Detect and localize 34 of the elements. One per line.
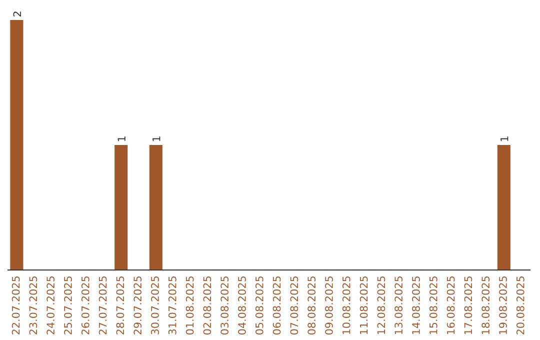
data-label: 2	[13, 12, 21, 16]
x-tick-label: 01.08.2025	[186, 276, 194, 335]
x-tick-label: 09.08.2025	[325, 276, 333, 335]
data-label: 1	[118, 136, 126, 142]
x-tick-label: 15.08.2025	[429, 276, 438, 334]
x-tick-label: 20.08.2025	[516, 276, 524, 334]
x-tick-label: 12.08.2025	[377, 276, 386, 334]
x-tick-label: 31.07.2025	[168, 276, 176, 334]
x-tick-label: 26.07.2025	[81, 276, 90, 334]
x-tick-label: 18.08.2025	[482, 276, 490, 334]
x-tick-label: 25.07.2025	[64, 276, 72, 334]
x-tick-label: 16.08.2025	[446, 276, 455, 334]
data-label: 1	[500, 136, 508, 142]
x-tick-label: 03.08.2025	[220, 276, 229, 335]
x-tick-label: 27.07.2025	[98, 276, 107, 334]
x-tick-label: 22.07.2025	[12, 276, 20, 334]
x-tick-label: 23.07.2025	[29, 276, 38, 334]
x-tick-label: 02.08.2025	[203, 276, 212, 335]
x-tick-label: 30.07.2025	[151, 276, 159, 334]
x-tick-label: 14.08.2025	[412, 276, 420, 334]
x-tick-label: 24.07.2025	[46, 276, 55, 334]
x-tick-label: 07.08.2025	[290, 276, 298, 335]
x-tick-label: 28.07.2025	[116, 276, 124, 334]
x-tick-label: 19.08.2025	[499, 276, 507, 334]
x-tick-label: 17.08.2025	[464, 276, 472, 334]
x-tick-label: 04.08.2025	[238, 276, 246, 335]
x-tick-label: 06.08.2025	[272, 276, 281, 335]
x-tick-label: 13.08.2025	[394, 276, 403, 334]
x-tick-label: 05.08.2025	[255, 276, 264, 335]
x-tick-label: 11.08.2025	[360, 276, 368, 334]
x-tick-label: 10.08.2025	[342, 276, 350, 334]
data-label: 1	[152, 136, 160, 142]
x-tick-label: 08.08.2025	[308, 276, 316, 335]
x-tick-label: 29.07.2025	[134, 276, 142, 334]
